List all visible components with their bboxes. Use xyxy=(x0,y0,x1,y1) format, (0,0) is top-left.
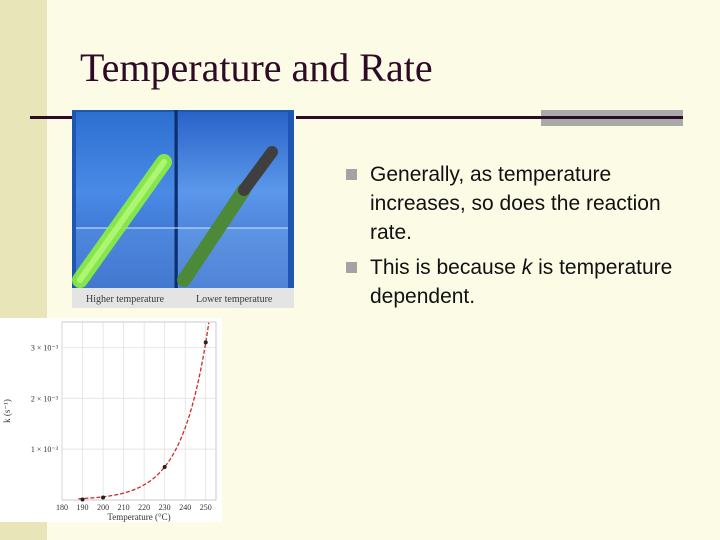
bullet-item-1: Generally, as temperature increases, so … xyxy=(346,160,700,247)
data-point xyxy=(203,340,208,345)
data-point xyxy=(80,497,85,502)
title-rule-left xyxy=(30,116,72,119)
title-rule-right xyxy=(541,116,683,119)
title-rule-middle xyxy=(296,116,541,119)
bullet-2-k-symbol: k xyxy=(521,256,533,279)
square-bullet-icon xyxy=(346,262,357,273)
bullet-list: Generally, as temperature increases, so … xyxy=(346,160,700,317)
bullet-1-text: Generally, as temperature increases, so … xyxy=(370,163,661,244)
bullet-item-2: This is because k is temperature depende… xyxy=(346,253,700,311)
rate-constant-chart: 180 190 200 210 220 230 240 250 1 × 10⁻³ 2 × 10⁻… xyxy=(0,318,222,522)
series-line-curve xyxy=(78,322,210,500)
x-tick-label: 200 xyxy=(97,503,109,512)
data-point xyxy=(101,495,106,500)
x-axis-label: Temperature (°C) xyxy=(107,512,170,522)
bullet-2-text-before: This is because xyxy=(370,256,522,279)
x-tick-label: 250 xyxy=(200,503,212,512)
glowstick-photo: Higher temperature Lower temperature xyxy=(72,110,294,308)
y-tick-label: 3 × 10⁻³ xyxy=(31,343,59,352)
x-tick-label: 190 xyxy=(77,503,89,512)
y-axis-label: k (s⁻¹) xyxy=(2,399,12,423)
x-tick-label: 180 xyxy=(56,503,68,512)
x-tick-label: 230 xyxy=(159,503,171,512)
plot-frame xyxy=(61,321,217,501)
x-tick-label: 220 xyxy=(138,503,150,512)
caption-higher-temperature: Higher temperature xyxy=(86,294,165,305)
square-bullet-icon xyxy=(346,169,357,180)
caption-lower-temperature: Lower temperature xyxy=(196,294,273,305)
x-tick-label: 240 xyxy=(179,503,191,512)
y-tick-label: 2 × 10⁻³ xyxy=(31,394,59,403)
x-tick-label: 210 xyxy=(118,503,130,512)
bullet-2-text-after: is temperature dependent. xyxy=(370,256,673,308)
y-tick-label: 1 × 10⁻³ xyxy=(31,445,59,454)
page-title: Temperature and Rate xyxy=(80,45,433,90)
chart-svg: 180 190 200 210 220 230 240 250 1 × 10⁻³ 2 × 10⁻… xyxy=(2,321,217,522)
data-point xyxy=(162,464,167,469)
